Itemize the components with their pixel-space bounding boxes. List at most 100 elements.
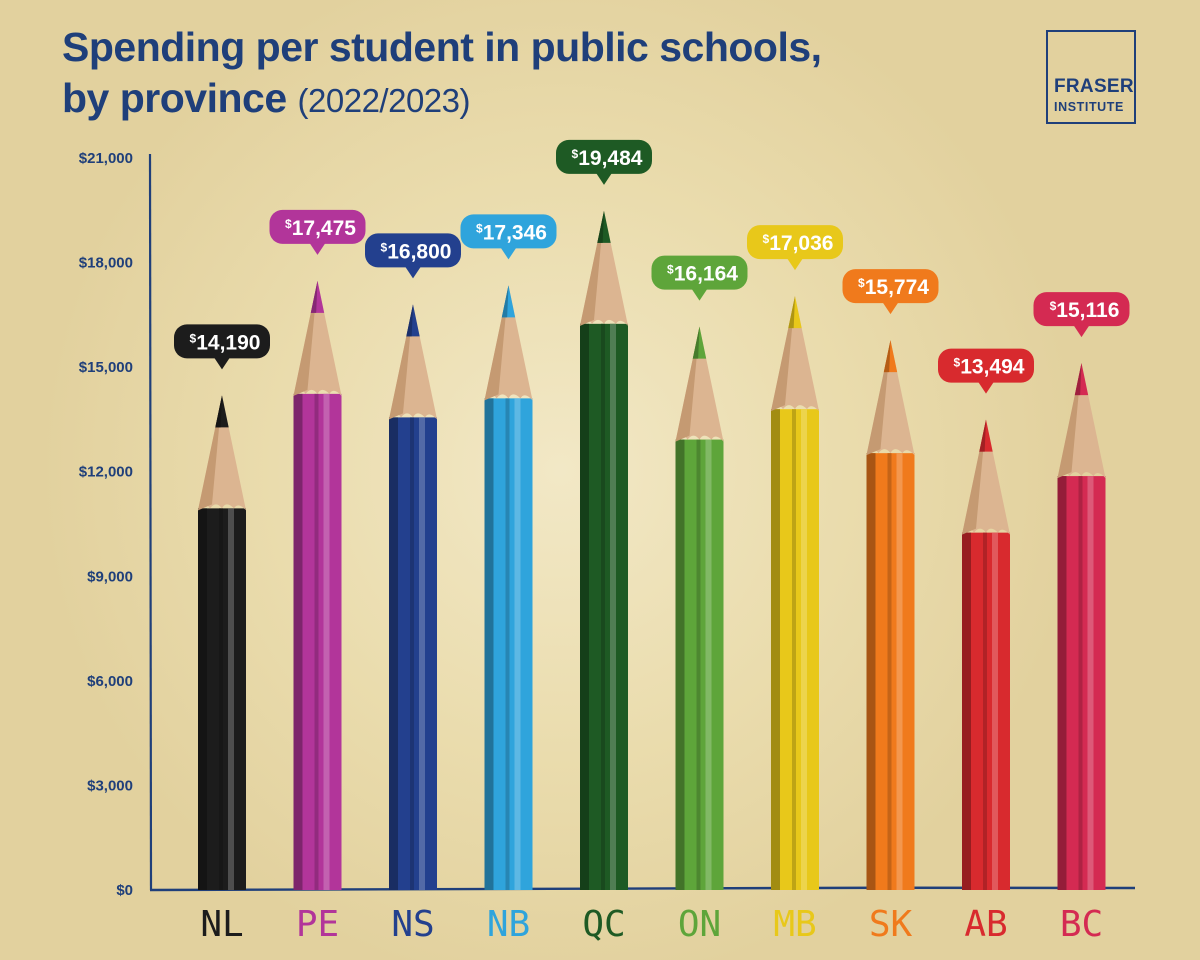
pencil-body-highlight (992, 532, 998, 890)
value-label: $15,116 (1033, 292, 1130, 338)
category-label: PE (296, 904, 339, 945)
value-label-currency: $ (954, 356, 961, 370)
pencil-lead-shade (788, 296, 795, 329)
pencil-body-facet (983, 532, 987, 890)
y-tick-label: $12,000 (79, 464, 133, 481)
value-label-pointer (405, 266, 421, 279)
pencil-lead-shade (597, 210, 604, 243)
pencil-lead-shade (883, 340, 891, 373)
pencil-body-shade (198, 508, 207, 890)
pencil-bar (771, 296, 819, 890)
value-label-number: 17,036 (769, 232, 833, 255)
category-label: NS (391, 904, 434, 945)
value-label-bubble (365, 233, 461, 268)
category-labels: NL PE NS NB QC ON MB SK AB BC (200, 904, 1103, 945)
pencil-body-highlight (228, 508, 234, 890)
pencil-body-facet (601, 323, 605, 891)
value-label: $19,484 (556, 139, 652, 185)
value-label-bubble (651, 255, 748, 290)
value-label-currency: $ (572, 147, 579, 161)
pencil-body-facet (314, 393, 319, 890)
pencil-bar (866, 340, 915, 890)
value-label-pointer (1073, 325, 1090, 338)
value-label-bubble (269, 209, 366, 244)
y-tick-label: $6,000 (87, 673, 133, 690)
value-label: $16,800 (365, 233, 461, 279)
pencil-bar (962, 419, 1010, 890)
pencil-wood-shade (389, 304, 413, 420)
value-label-number: 16,164 (674, 263, 739, 286)
y-tick-label: $15,000 (79, 359, 133, 376)
category-label: NB (487, 904, 530, 945)
category-label: BC (1060, 904, 1103, 945)
title-period: (2022/2023) (297, 82, 471, 119)
y-tick-label: $9,000 (87, 568, 133, 585)
category-label: MB (773, 904, 816, 945)
value-label-bubble (1033, 292, 1130, 327)
value-label-number: 17,346 (483, 221, 547, 244)
logo-text-fraser: FRASER (1054, 76, 1134, 97)
pencil-lead-shade (215, 395, 222, 428)
value-label-bubble (174, 324, 270, 359)
value-label-text: $13,494 (954, 356, 1025, 379)
value-label-text: $16,800 (381, 240, 452, 263)
value-label-pointer (882, 302, 899, 315)
value-label-currency: $ (667, 263, 674, 277)
value-label-currency: $ (763, 232, 770, 246)
y-tick-label: $18,000 (79, 255, 133, 272)
pencil-body-facet (792, 409, 796, 890)
value-label-text: $15,116 (1050, 299, 1120, 322)
value-label-text: $17,346 (476, 221, 547, 244)
value-label-text: $14,190 (190, 331, 261, 354)
y-tick-label: $0 (116, 882, 133, 899)
pencil-body-highlight (705, 439, 712, 890)
value-label-number: 17,475 (292, 217, 357, 240)
pencil-body-shade (293, 393, 303, 890)
pencil-body-highlight (419, 417, 425, 890)
value-label-text: $19,484 (572, 147, 643, 170)
value-label-number: 15,116 (1056, 299, 1119, 322)
pencil-body-facet (505, 398, 510, 890)
pencil-bar (484, 285, 533, 890)
title-line-2: by province (62, 75, 287, 121)
value-label-bubble (747, 225, 843, 260)
value-label-bubble (842, 269, 939, 304)
fraser-institute-logo: FRASER INSTITUTE (1046, 30, 1136, 124)
pencil-lead-shade (692, 326, 700, 359)
logo-text-institute: INSTITUTE (1054, 100, 1124, 114)
value-label-currency: $ (858, 276, 865, 290)
pencil-bar (198, 395, 246, 890)
value-label: $15,774 (842, 269, 939, 315)
pencil-lead-shade (310, 280, 318, 313)
category-label: NL (200, 904, 243, 945)
value-label-pointer (596, 172, 612, 185)
pencil-body-highlight (323, 393, 330, 890)
title-line-1: Spending per student in public schools, (62, 24, 822, 70)
value-label-pointer (214, 357, 230, 370)
pencil-body-shade (580, 323, 589, 891)
pencil-body-shade (389, 417, 398, 890)
pencil-body-shade (962, 532, 971, 890)
value-label-pointer (500, 247, 517, 260)
value-labels: $14,190$17,475$16,800$17,346$19,484$16,1… (174, 139, 1130, 394)
pencil-body-shade (1057, 476, 1067, 890)
pencil-wood-shade (484, 285, 509, 401)
y-tick-label: $3,000 (87, 777, 133, 794)
category-label: AB (964, 904, 1007, 945)
chart-title: Spending per student in public schools, … (62, 22, 822, 126)
value-label-pointer (691, 288, 708, 301)
pencil-body-shade (771, 409, 780, 890)
value-label-text: $15,774 (858, 276, 929, 299)
value-label-currency: $ (1050, 299, 1057, 313)
value-label: $16,164 (651, 255, 748, 301)
value-label-number: 14,190 (196, 331, 260, 354)
value-label: $17,036 (747, 225, 843, 271)
value-label: $14,190 (174, 324, 270, 370)
y-axis-ticks: $0 $3,000 $6,000 $9,000 $12,000 $15,000 $18,00… (79, 150, 133, 899)
value-label-currency: $ (381, 240, 388, 254)
pencil-body-facet (696, 439, 701, 890)
value-label-number: 19,484 (578, 147, 643, 170)
pencil-body-highlight (801, 409, 807, 890)
pencil-body-shade (484, 398, 494, 890)
